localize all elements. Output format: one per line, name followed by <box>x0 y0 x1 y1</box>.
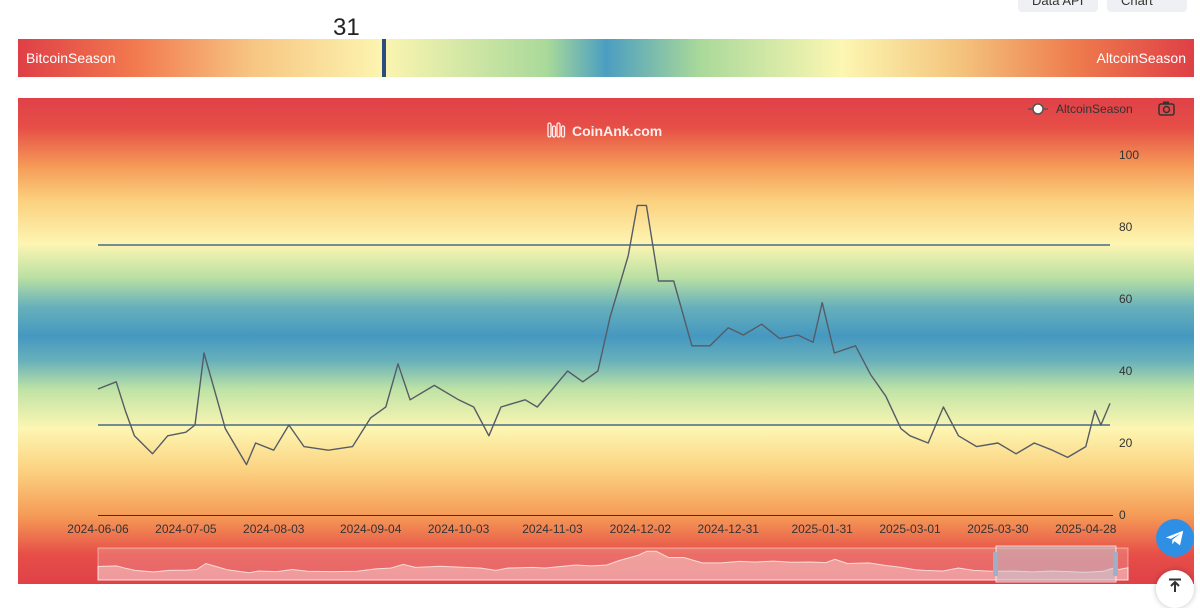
telegram-icon <box>1165 530 1184 546</box>
altcoin-season-line <box>97 204 1111 466</box>
y-tick-label: 60 <box>1119 292 1133 306</box>
x-tick-label: 2024-10-03 <box>428 522 490 536</box>
season-gradient-bar: BitcoinSeason AltcoinSeason <box>18 39 1194 77</box>
x-tick-label: 2024-06-06 <box>67 522 129 536</box>
chart-panel: 0 20 40 60 80 100 2024-06-06 2024-07-05 2024-08-… <box>18 98 1194 584</box>
camera-icon[interactable] <box>1158 101 1175 116</box>
x-tick-label: 2025-04-28 <box>1055 522 1117 536</box>
back-to-top-button[interactable] <box>1156 570 1194 608</box>
x-tick-label: 2025-01-31 <box>791 522 853 536</box>
chart-canvas: 0 20 40 60 80 100 2024-06-06 2024-07-05 2024-08-… <box>67 101 1175 583</box>
bitcoin-season-label: BitcoinSeason <box>26 50 116 66</box>
legend-swatch-marker <box>1032 103 1044 115</box>
data-zoom-handle-right <box>1113 552 1118 576</box>
watermark-text: CoinAnk.com <box>572 123 662 139</box>
y-tick-label: 40 <box>1119 364 1133 378</box>
x-tick-label: 2024-08-03 <box>243 522 305 536</box>
season-index-value: 31 <box>333 14 360 41</box>
data-zoom-overview-area <box>97 550 1129 581</box>
x-tick-label: 2024-12-02 <box>610 522 672 536</box>
legend: AltcoinSeason <box>1028 102 1133 116</box>
x-tick-label: 2024-09-04 <box>340 522 402 536</box>
x-tick-label: 2024-12-31 <box>698 522 760 536</box>
watermark: CoinAnk.com <box>547 122 662 139</box>
data-zoom-window <box>995 545 1117 583</box>
y-tick-label: 20 <box>1119 436 1133 450</box>
x-tick-label: 2024-11-03 <box>522 522 583 536</box>
x-tick-label: 2024-07-05 <box>155 522 217 536</box>
legend-entry-label: AltcoinSeason <box>1056 102 1133 116</box>
data-zoom-slider <box>97 547 1129 581</box>
season-marker <box>382 39 386 77</box>
back-to-top-icon <box>1169 578 1181 592</box>
y-tick-label: 100 <box>1119 148 1139 162</box>
y-tick-label: 80 <box>1119 220 1133 234</box>
x-tick-label: 2025-03-01 <box>879 522 941 536</box>
x-tick-label: 2025-03-30 <box>967 522 1029 536</box>
data-zoom-handle-left <box>993 552 998 576</box>
data-api-button[interactable]: Data API <box>1018 0 1098 12</box>
altcoin-season-label: AltcoinSeason <box>1096 50 1186 66</box>
telegram-button[interactable] <box>1156 519 1194 557</box>
coinank-logo-icon <box>547 122 566 138</box>
y-tick-label: 0 <box>1119 508 1126 522</box>
pro-chart-button[interactable]: Pro Chart <box>1107 0 1187 12</box>
